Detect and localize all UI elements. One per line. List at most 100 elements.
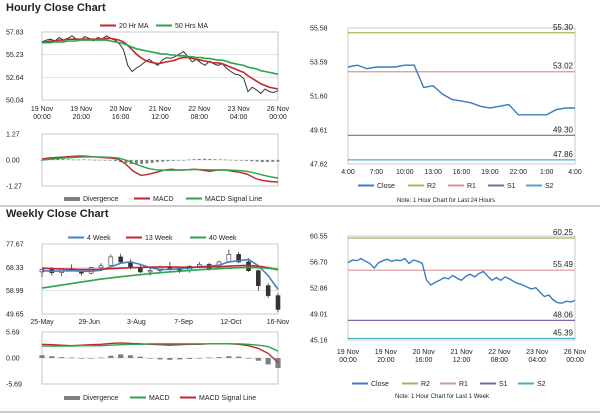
legend-label: S1 xyxy=(507,183,516,190)
y-tick-label: 55.58 xyxy=(310,26,328,33)
level-value-label: 55.30 xyxy=(553,23,574,32)
divergence-bar xyxy=(187,159,191,161)
legend-label: 40 Week xyxy=(209,235,237,242)
weekly-section-title: Weekly Close Chart xyxy=(6,208,109,220)
divergence-bar xyxy=(68,357,75,359)
y-tick-label: 58.99 xyxy=(6,288,24,295)
candle-body xyxy=(236,254,241,263)
divergence-bar xyxy=(108,355,114,358)
legend-label: Divergence xyxy=(83,395,119,402)
candle-body xyxy=(108,256,114,266)
y-tick-label: 60.55 xyxy=(310,234,328,241)
divergence-bar xyxy=(66,159,70,160)
divergence-bar xyxy=(239,160,243,161)
legend-label: MACD xyxy=(149,395,170,402)
divergence-bar xyxy=(166,160,170,162)
divergence-bar xyxy=(266,160,269,163)
series-line-macd xyxy=(41,155,279,183)
legend-label: R2 xyxy=(427,183,436,190)
level-value-label: 55.49 xyxy=(553,260,574,269)
x-tick-label: 19 Nov 20:00 xyxy=(375,349,398,364)
series-line-50-hrs-ma xyxy=(42,39,279,75)
divergence-bar xyxy=(40,160,44,161)
series-line-13-week xyxy=(41,264,279,271)
divergence-bar xyxy=(59,357,65,358)
x-tick-label: 23 Nov 04:00 xyxy=(526,349,549,364)
x-tick-label: 12-Oct xyxy=(220,319,241,326)
divergence-bar xyxy=(171,160,175,161)
y-tick-label: 50.04 xyxy=(6,98,24,105)
y-tick-label: 49.65 xyxy=(6,312,24,319)
y-tick-label: 52.86 xyxy=(310,285,328,292)
x-tick-label: 4:00 xyxy=(341,169,355,176)
chart-note: Note: 1 Hour Chart for Last 24 Hours xyxy=(397,198,495,204)
y-tick-label: 53.59 xyxy=(310,60,328,67)
divergence-bar xyxy=(234,160,238,161)
legend-label: 4 Week xyxy=(87,235,111,242)
divergence-bar xyxy=(216,357,222,358)
legend-label: 13 Week xyxy=(145,235,173,242)
divergence-bar xyxy=(98,357,104,359)
divergence-bar xyxy=(114,160,117,162)
x-tick-label: 21 Nov 12:00 xyxy=(149,106,172,121)
divergence-bar xyxy=(103,160,107,161)
level-value-label: 47.86 xyxy=(553,150,574,159)
hourly-section-title: Hourly Close Chart xyxy=(6,2,106,14)
legend-label: MACD xyxy=(153,196,174,203)
level-value-label: 48.06 xyxy=(553,310,574,319)
divergence-bar xyxy=(186,358,193,359)
divergence-bar xyxy=(203,158,206,160)
y-tick-label: 55.23 xyxy=(6,52,24,59)
legend-label: 50 Hrs MA xyxy=(175,23,208,30)
divergence-bar xyxy=(245,160,248,161)
y-tick-label: 68.33 xyxy=(6,265,24,272)
series-line-4-week xyxy=(41,258,279,290)
x-tick-label: 21 Nov 12:00 xyxy=(450,349,473,364)
series-line-40-week xyxy=(41,266,279,289)
candle-body xyxy=(98,265,104,268)
legend-swatch xyxy=(64,197,80,201)
legend-label: S2 xyxy=(545,183,554,190)
divergence-bar xyxy=(182,160,186,161)
divergence-bar xyxy=(276,160,280,162)
y-tick-label: 77.67 xyxy=(6,242,24,249)
divergence-bar xyxy=(265,358,271,365)
y-tick-label: 47.62 xyxy=(310,162,328,169)
candle-body xyxy=(118,256,123,263)
divergence-bar xyxy=(229,159,233,161)
x-tick-label: 26 Nov 00:00 xyxy=(564,349,587,364)
divergence-bar xyxy=(87,159,91,161)
legend-label: R2 xyxy=(421,381,430,388)
x-tick-label: 22 Nov 08:00 xyxy=(188,106,211,121)
divergence-bar xyxy=(213,159,217,160)
divergence-bar xyxy=(197,158,201,160)
divergence-bar xyxy=(275,358,281,369)
x-tick-label: 7-Sep xyxy=(174,319,193,326)
y-tick-label: -5.69 xyxy=(6,382,22,389)
lastweek-frame xyxy=(347,235,576,341)
divergence-bar xyxy=(72,159,75,161)
x-tick-label: 22 Nov 08:00 xyxy=(488,349,511,364)
divergence-bar xyxy=(118,354,124,358)
x-tick-label: 16:00 xyxy=(453,169,471,176)
candle-body xyxy=(265,285,271,296)
y-tick-label: 0.00 xyxy=(6,158,20,165)
legend-swatch xyxy=(64,396,80,400)
series-line-close xyxy=(347,257,576,304)
x-tick-label: 20 Nov 16:00 xyxy=(110,106,133,121)
divergence-bar xyxy=(177,358,183,360)
divergence-bar xyxy=(61,159,65,160)
candle-body xyxy=(256,270,261,286)
legend-label: MACD Signal Line xyxy=(205,196,262,203)
x-tick-label: 19 Nov 20:00 xyxy=(70,106,93,121)
divergence-bar xyxy=(93,159,96,161)
divergence-bar xyxy=(155,160,159,163)
candle-body xyxy=(275,295,281,310)
divergence-bar xyxy=(88,358,94,359)
divergence-bar xyxy=(260,160,264,163)
y-tick-label: 1.27 xyxy=(6,132,20,139)
x-tick-label: 20 Nov 16:00 xyxy=(413,349,436,364)
divergence-bar xyxy=(137,356,143,358)
divergence-bar xyxy=(147,358,153,359)
